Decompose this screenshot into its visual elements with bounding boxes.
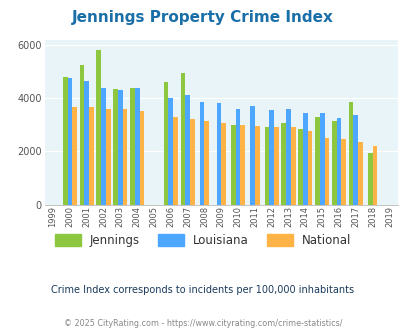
- Bar: [130, 87, 134, 205]
- Bar: [190, 119, 194, 205]
- Bar: [185, 95, 190, 205]
- Bar: [216, 104, 221, 205]
- Bar: [204, 121, 209, 205]
- Bar: [89, 108, 94, 205]
- Bar: [367, 153, 372, 205]
- Bar: [331, 121, 336, 205]
- Bar: [79, 65, 84, 205]
- Bar: [286, 109, 290, 205]
- Bar: [273, 127, 278, 205]
- Bar: [134, 87, 139, 205]
- Bar: [139, 112, 144, 205]
- Legend: Jennings, Louisiana, National: Jennings, Louisiana, National: [50, 229, 355, 251]
- Bar: [341, 139, 345, 205]
- Bar: [324, 138, 328, 205]
- Text: Jennings Property Crime Index: Jennings Property Crime Index: [72, 10, 333, 25]
- Bar: [336, 118, 341, 205]
- Bar: [106, 109, 110, 205]
- Bar: [307, 131, 312, 205]
- Bar: [101, 87, 106, 205]
- Bar: [168, 98, 173, 205]
- Bar: [353, 115, 357, 205]
- Bar: [122, 109, 127, 205]
- Bar: [290, 127, 295, 205]
- Bar: [254, 126, 259, 205]
- Bar: [240, 125, 245, 205]
- Bar: [319, 113, 324, 205]
- Bar: [163, 82, 168, 205]
- Bar: [357, 142, 362, 205]
- Bar: [298, 129, 302, 205]
- Bar: [84, 81, 89, 205]
- Text: Crime Index corresponds to incidents per 100,000 inhabitants: Crime Index corresponds to incidents per…: [51, 285, 354, 295]
- Bar: [281, 123, 286, 205]
- Bar: [67, 78, 72, 205]
- Text: © 2025 CityRating.com - https://www.cityrating.com/crime-statistics/: © 2025 CityRating.com - https://www.city…: [64, 319, 341, 328]
- Bar: [348, 102, 353, 205]
- Bar: [269, 110, 273, 205]
- Bar: [230, 125, 235, 205]
- Bar: [199, 102, 204, 205]
- Bar: [96, 50, 101, 205]
- Bar: [372, 146, 376, 205]
- Bar: [72, 108, 77, 205]
- Bar: [173, 117, 177, 205]
- Bar: [63, 77, 67, 205]
- Bar: [249, 106, 254, 205]
- Bar: [264, 127, 269, 205]
- Bar: [113, 89, 118, 205]
- Bar: [118, 90, 122, 205]
- Bar: [180, 73, 185, 205]
- Bar: [302, 113, 307, 205]
- Bar: [314, 117, 319, 205]
- Bar: [235, 109, 240, 205]
- Bar: [221, 123, 226, 205]
